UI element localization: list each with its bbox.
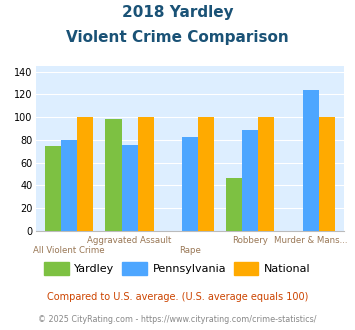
Bar [302,90,319,231]
Text: 2018 Yardley: 2018 Yardley [122,5,233,20]
Text: All Violent Crime: All Violent Crime [33,246,105,255]
Bar [198,117,214,231]
Bar [258,117,274,231]
Bar [77,117,93,231]
Text: Violent Crime Comparison: Violent Crime Comparison [66,30,289,45]
Text: Rape: Rape [179,246,201,255]
Text: Compared to U.S. average. (U.S. average equals 100): Compared to U.S. average. (U.S. average … [47,292,308,302]
Bar [138,117,154,231]
Legend: Yardley, Pennsylvania, National: Yardley, Pennsylvania, National [40,258,315,279]
Bar [242,130,258,231]
Bar [45,146,61,231]
Bar [121,145,138,231]
Text: Murder & Mans...: Murder & Mans... [274,236,347,245]
Text: Aggravated Assault: Aggravated Assault [87,236,172,245]
Bar [182,137,198,231]
Text: © 2025 CityRating.com - https://www.cityrating.com/crime-statistics/: © 2025 CityRating.com - https://www.city… [38,315,317,324]
Bar [105,119,121,231]
Bar [319,117,335,231]
Text: Robbery: Robbery [232,236,268,245]
Bar [226,178,242,231]
Bar [61,140,77,231]
